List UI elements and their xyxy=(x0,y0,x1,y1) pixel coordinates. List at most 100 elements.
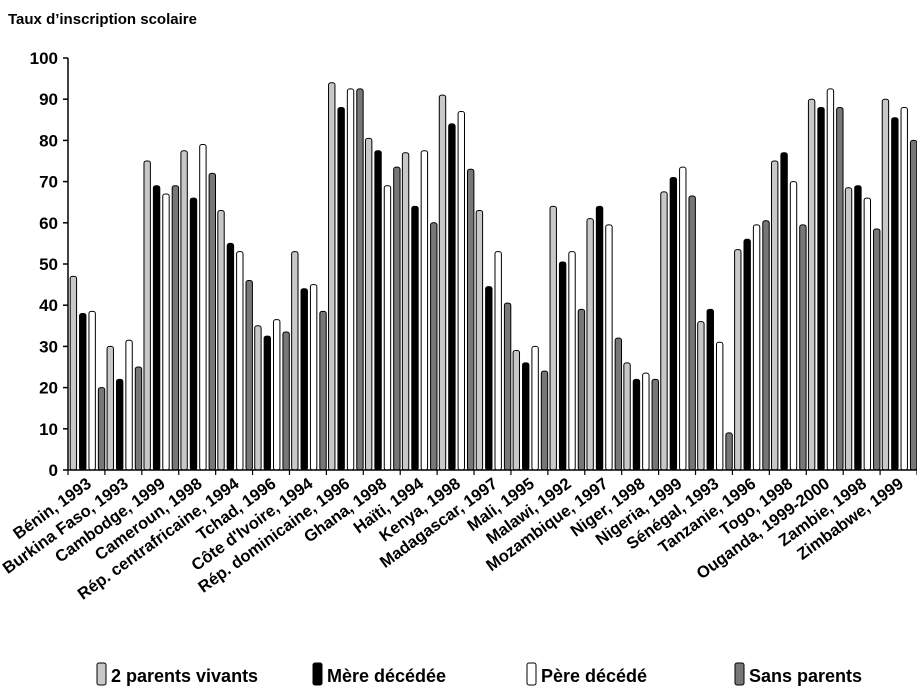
bar-3-5 xyxy=(236,251,244,471)
bar-3-12 xyxy=(494,251,502,471)
bar-3-1 xyxy=(88,310,96,471)
bars-group xyxy=(69,82,917,471)
bar-4-10 xyxy=(430,222,438,471)
bar-2-7 xyxy=(300,288,308,471)
bar-4-18 xyxy=(725,432,733,471)
bar-3-14 xyxy=(568,251,576,471)
bar-4-13 xyxy=(540,370,549,471)
y-tick-label: 30 xyxy=(39,337,58,356)
bar-2-5 xyxy=(226,242,235,471)
bar-3-13 xyxy=(531,345,539,471)
bar-4-12 xyxy=(503,302,512,471)
bar-3-18 xyxy=(715,341,724,471)
bar-3-21 xyxy=(826,88,835,471)
bar-1-6 xyxy=(254,325,262,471)
bar-1-22 xyxy=(844,187,853,471)
bar-4-17 xyxy=(688,195,696,471)
legend: 2 parents vivants Mère décédée Père décédé… xyxy=(96,662,862,686)
bar-4-20 xyxy=(799,224,807,471)
y-axis-title: Taux d’inscription scolaire xyxy=(8,11,197,28)
bar-1-15 xyxy=(586,218,594,471)
bar-4-1 xyxy=(97,387,106,471)
bar-1-20 xyxy=(771,160,779,471)
legend-label-2: Mère décédée xyxy=(327,666,446,686)
bar-2-15 xyxy=(595,205,604,471)
bar-2-10 xyxy=(411,205,419,471)
bar-3-9 xyxy=(383,185,392,471)
y-tick-label: 80 xyxy=(39,131,58,150)
bar-4-9 xyxy=(393,166,401,471)
bar-3-6 xyxy=(273,319,281,471)
bar-3-2 xyxy=(125,339,133,471)
bar-3-16 xyxy=(642,372,650,471)
bar-1-1 xyxy=(69,275,78,471)
bar-4-15 xyxy=(614,337,623,471)
bar-2-21 xyxy=(817,106,825,471)
bar-3-10 xyxy=(420,150,429,471)
y-tick-label: 40 xyxy=(39,296,58,315)
bar-1-12 xyxy=(475,209,484,471)
bar-1-11 xyxy=(438,94,447,471)
bar-4-11 xyxy=(466,168,475,471)
bar-1-4 xyxy=(180,150,188,471)
bar-2-2 xyxy=(115,378,124,471)
bar-1-17 xyxy=(660,191,668,471)
y-tick-label: 60 xyxy=(39,214,58,233)
bar-2-13 xyxy=(522,362,530,471)
bar-2-3 xyxy=(152,185,161,471)
bar-1-19 xyxy=(734,249,742,471)
bar-2-8 xyxy=(337,106,345,471)
y-tick-label: 100 xyxy=(30,49,58,68)
bar-2-20 xyxy=(780,152,788,471)
legend-label-3: Père décédé xyxy=(541,666,647,686)
bar-4-21 xyxy=(836,106,844,471)
bar-3-19 xyxy=(752,224,761,471)
bar-1-8 xyxy=(328,82,336,471)
legend-swatch-2 xyxy=(312,662,323,686)
bar-4-14 xyxy=(577,308,586,471)
bar-4-5 xyxy=(245,279,253,471)
bar-4-2 xyxy=(134,366,143,471)
bar-3-7 xyxy=(309,284,318,471)
legend-swatch-1 xyxy=(96,662,107,686)
bar-3-8 xyxy=(346,88,355,471)
bar-2-23 xyxy=(891,117,899,471)
bar-3-22 xyxy=(863,197,872,471)
bar-2-16 xyxy=(632,378,641,471)
y-tick-label: 50 xyxy=(39,255,58,274)
bar-3-17 xyxy=(679,166,687,471)
bar-4-3 xyxy=(171,185,180,471)
bar-2-18 xyxy=(706,308,714,471)
y-tick-label: 0 xyxy=(49,461,58,480)
bar-4-16 xyxy=(651,378,659,471)
bar-2-6 xyxy=(263,335,272,471)
bar-1-2 xyxy=(106,345,114,471)
bar-3-4 xyxy=(199,144,207,471)
bar-2-1 xyxy=(79,312,87,471)
bar-3-3 xyxy=(162,193,170,471)
bar-4-6 xyxy=(282,331,290,471)
bar-2-4 xyxy=(189,197,198,471)
y-tick-label: 20 xyxy=(39,379,58,398)
bar-2-11 xyxy=(448,123,456,471)
legend-swatch-3 xyxy=(526,662,537,686)
y-tick-label: 70 xyxy=(39,173,58,192)
bar-1-5 xyxy=(217,209,225,471)
bar-2-19 xyxy=(743,238,751,471)
bar-1-9 xyxy=(364,137,373,471)
bar-4-7 xyxy=(319,310,327,471)
bar-4-8 xyxy=(356,88,364,471)
y-tick-label: 90 xyxy=(39,90,58,109)
bar-4-22 xyxy=(873,228,881,471)
bar-1-7 xyxy=(291,251,299,471)
bar-1-18 xyxy=(697,321,705,471)
y-tick-label: 10 xyxy=(39,420,58,439)
bar-4-4 xyxy=(208,172,217,471)
legend-label-4: Sans parents xyxy=(749,666,862,686)
bar-1-3 xyxy=(143,160,151,471)
bar-2-14 xyxy=(558,261,567,471)
y-ticks-group: 0 10 20 30 40 50 60 70 80 90 100 xyxy=(30,49,68,480)
bar-1-13 xyxy=(512,350,521,471)
